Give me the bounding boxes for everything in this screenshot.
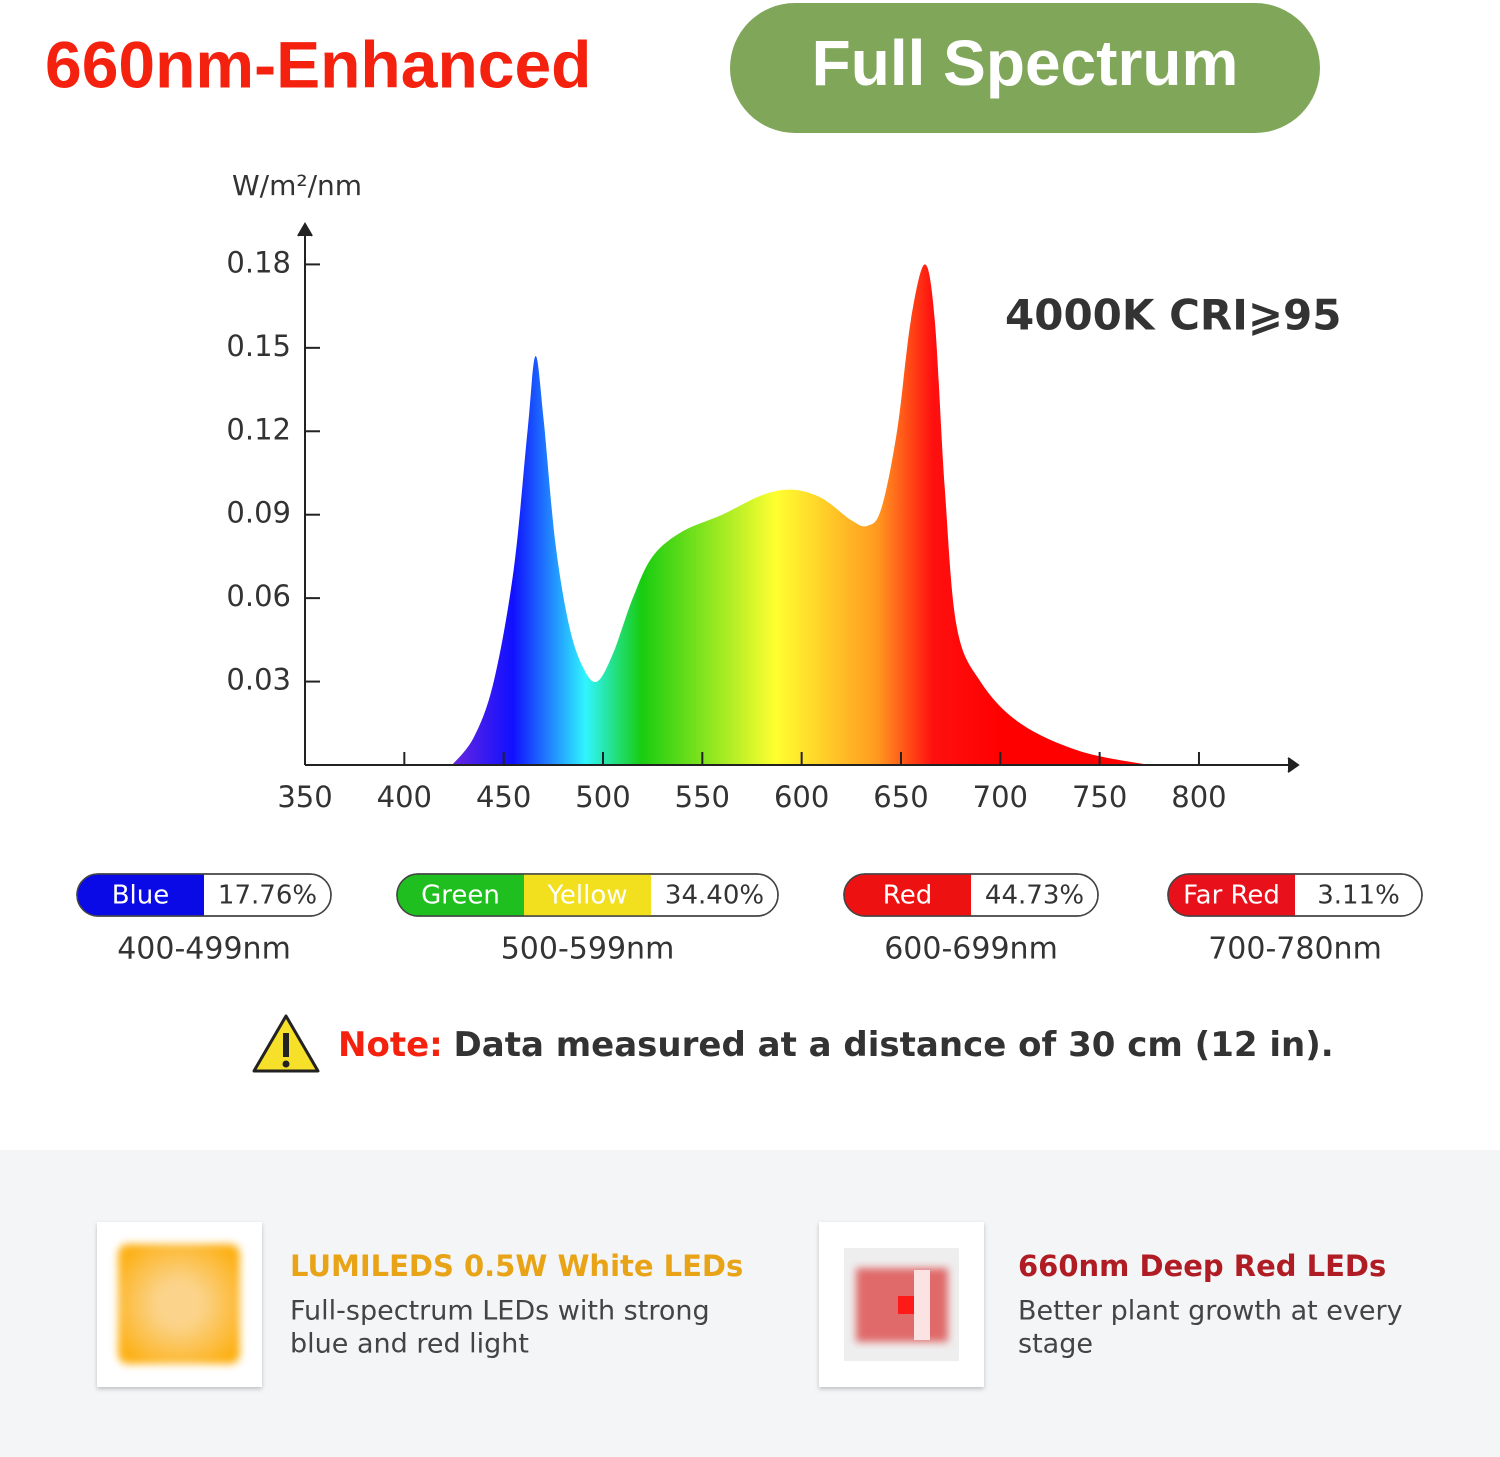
x-tick-label: 350 xyxy=(277,780,332,814)
x-tick-label: 450 xyxy=(476,780,531,814)
band-swatch xyxy=(1168,874,1295,916)
y-tick-label: 0.15 xyxy=(226,329,291,363)
y-tick-label: 0.18 xyxy=(226,245,291,279)
y-tick-label: 0.06 xyxy=(226,579,291,613)
band-name: Far Red xyxy=(1183,881,1280,911)
features: LUMILEDS 0.5W White LEDs Full-spectrum LE… xyxy=(290,1249,1403,1360)
feature-title: LUMILEDS 0.5W White LEDs xyxy=(290,1249,743,1283)
feature-text: blue and red light xyxy=(290,1329,529,1360)
spectrum-area xyxy=(452,264,1150,765)
x-tick-label: 500 xyxy=(575,780,630,814)
band-outline xyxy=(76,873,332,917)
x-tick-label: 600 xyxy=(774,780,829,814)
band-range: 700-780nm xyxy=(1208,932,1382,967)
band-range: 600-699nm xyxy=(884,932,1058,967)
y-tick-label: 0.12 xyxy=(226,412,291,446)
band-name: Blue xyxy=(112,881,170,911)
band-swatch xyxy=(844,874,971,916)
x-tick-label: 400 xyxy=(377,780,432,814)
band-name: Red xyxy=(883,881,932,911)
feature-text: Better plant growth at every xyxy=(1018,1296,1403,1327)
badge-pill xyxy=(730,3,1320,133)
title: 660nm-Enhanced xyxy=(45,27,592,101)
band-swatch xyxy=(524,874,651,916)
note-label: Note: xyxy=(338,1025,443,1065)
band-percent: 34.40% xyxy=(665,881,764,911)
band-outline xyxy=(1167,873,1423,917)
note: Note: Data measured at a distance of 30 … xyxy=(338,1025,1334,1065)
x-tick-label: 650 xyxy=(873,780,928,814)
annotation: 4000K CRI⩾95 xyxy=(1005,291,1342,340)
feature-text: stage xyxy=(1018,1329,1093,1360)
band-percent: 17.76% xyxy=(218,881,317,911)
feature-text: Full-spectrum LEDs with strong xyxy=(290,1296,710,1327)
band-percent: 44.73% xyxy=(985,881,1084,911)
x-tick-label: 700 xyxy=(973,780,1028,814)
white-led xyxy=(118,1244,240,1364)
band-swatch xyxy=(77,874,204,916)
note-text: Data measured at a distance of 30 cm (12… xyxy=(454,1025,1334,1065)
note-icon xyxy=(252,1014,320,1073)
y-tick-label: 0.03 xyxy=(226,663,291,697)
band-swatch xyxy=(397,874,524,916)
y-axis-label: W/m²/nm xyxy=(232,169,362,202)
band-outline xyxy=(843,873,1099,917)
band-range: 500-599nm xyxy=(501,932,675,967)
band-outline xyxy=(396,873,779,917)
x-tick-label: 750 xyxy=(1072,780,1127,814)
x-tick-label: 550 xyxy=(675,780,730,814)
bands: Blue 17.76% 400-499nm Green Yellow 34.40% 500-… xyxy=(76,873,1423,967)
badge: Full Spectrum xyxy=(812,27,1239,99)
feature-title: 660nm Deep Red LEDs xyxy=(1018,1249,1386,1283)
band-name: Green xyxy=(421,881,500,911)
band-percent: 3.11% xyxy=(1317,881,1400,911)
plot: 350 400 450 500 550 600 650 700 750 800 0.03 0.06 0.… xyxy=(226,245,1226,814)
x-tick-label: 800 xyxy=(1171,780,1226,814)
red-led xyxy=(844,1248,959,1361)
y-tick-label: 0.09 xyxy=(226,496,291,530)
band-range: 400-499nm xyxy=(117,932,291,967)
axes xyxy=(297,222,1300,773)
band-name: Yellow xyxy=(546,881,627,911)
